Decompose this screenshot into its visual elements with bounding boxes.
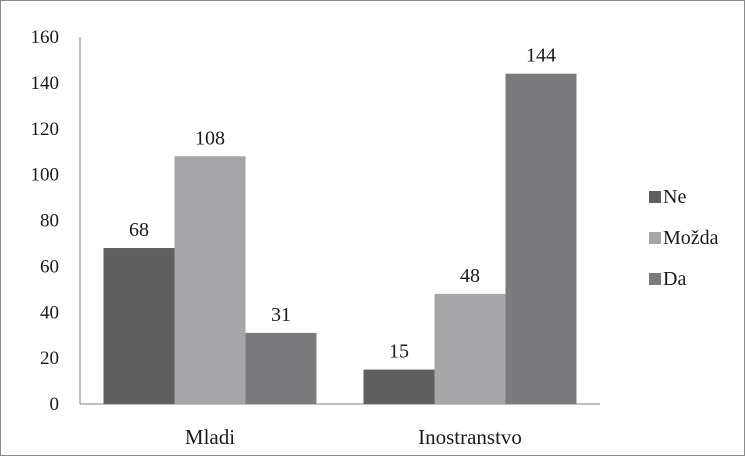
y-tick-label: 20 [40, 348, 59, 369]
legend-label: Da [663, 268, 686, 290]
y-tick-label: 60 [40, 256, 59, 277]
y-tick-label: 100 [31, 165, 60, 186]
y-tick-label: 40 [40, 302, 59, 323]
bar-mo-da-inostranstvo [434, 293, 506, 404]
data-label: 68 [129, 219, 149, 241]
y-tick-label: 0 [50, 394, 60, 415]
data-label: 108 [195, 127, 225, 149]
bar-mo-da-mladi [174, 156, 246, 404]
legend-label: Ne [663, 186, 686, 208]
y-tick-label: 120 [31, 119, 60, 140]
bar-da-inostranstvo [505, 73, 577, 404]
y-tick-label: 160 [31, 27, 60, 48]
legend-swatch [649, 191, 661, 203]
x-category-label: Mladi [185, 425, 235, 449]
y-tick-label: 140 [31, 73, 60, 94]
bar-ne-inostranstvo [363, 369, 435, 404]
data-label: 31 [271, 304, 291, 326]
data-label: 144 [526, 45, 556, 67]
y-tick-label: 80 [40, 211, 59, 232]
legend-label: Možda [663, 227, 719, 249]
data-label: 15 [389, 341, 409, 363]
legend-swatch [649, 232, 661, 244]
x-category-label: Inostranstvo [418, 425, 522, 449]
bar-da-mladi [245, 332, 317, 404]
bar-ne-mladi [103, 248, 175, 404]
legend-swatch [649, 273, 661, 285]
data-label: 48 [460, 265, 480, 287]
